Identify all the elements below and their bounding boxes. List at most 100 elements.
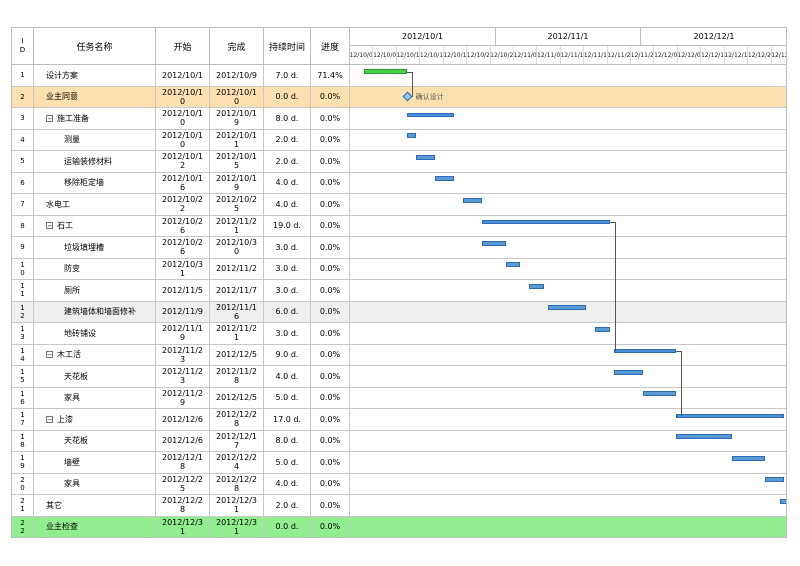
task-end[interactable]: 2012/11/2 (210, 258, 264, 279)
task-bar[interactable] (416, 154, 435, 160)
task-name-cell[interactable]: 水电工 (34, 194, 156, 215)
task-name-cell[interactable]: 移除柜定墙 (34, 172, 156, 193)
task-end[interactable]: 2012/12/5 (210, 387, 264, 408)
task-duration[interactable]: 3.0 d. (264, 237, 311, 258)
task-bar[interactable] (529, 283, 544, 289)
task-duration[interactable]: 19.0 d. (264, 215, 311, 236)
task-start[interactable]: 2012/11/9 (156, 301, 210, 322)
task-progress[interactable]: 0.0% (311, 258, 350, 279)
task-name-cell[interactable]: 天花板 (34, 366, 156, 387)
task-start[interactable]: 2012/11/29 (156, 387, 210, 408)
task-start[interactable]: 2012/12/18 (156, 452, 210, 473)
header-id[interactable]: I D (12, 28, 34, 64)
table-row[interactable]: 1 1 厕所 2012/11/5 2012/11/7 3.0 d. 0.0% (12, 280, 786, 302)
table-row[interactable]: 6 移除柜定墙 2012/10/16 2012/10/19 4.0 d. 0.0% (12, 172, 786, 194)
summary-bar[interactable] (482, 220, 610, 225)
task-start[interactable]: 2012/10/16 (156, 172, 210, 193)
task-name-cell[interactable]: 墙壁 (34, 452, 156, 473)
task-bar[interactable] (548, 305, 586, 311)
table-row[interactable]: 8 − 石工 2012/10/26 2012/11/21 19.0 d. 0.0% (12, 215, 786, 237)
table-row[interactable]: 1 2 建筑墙体和墙面修补 2012/11/9 2012/11/16 6.0 d. 0.0% (12, 301, 786, 323)
task-name-cell[interactable]: 防变 (34, 258, 156, 279)
task-bar[interactable] (364, 68, 407, 74)
task-duration[interactable]: 3.0 d. (264, 258, 311, 279)
task-duration[interactable]: 3.0 d. (264, 323, 311, 344)
task-progress[interactable]: 0.0% (311, 495, 350, 516)
task-name-cell[interactable]: 地砖铺设 (34, 323, 156, 344)
task-duration[interactable]: 3.0 d. (264, 280, 311, 301)
task-duration[interactable]: 9.0 d. (264, 344, 311, 365)
task-progress[interactable]: 71.4% (311, 65, 350, 86)
task-name-cell[interactable]: 建筑墙体和墙面修补 (34, 301, 156, 322)
task-progress[interactable]: 0.0% (311, 237, 350, 258)
task-bar[interactable] (732, 455, 766, 461)
task-name-cell[interactable]: − 石工 (34, 215, 156, 236)
task-start[interactable]: 2012/10/10 (156, 129, 210, 150)
table-row[interactable]: 1 7− 上漆 2012/12/6 2012/12/28 17.0 d. 0.0% (12, 409, 786, 431)
table-row[interactable]: 2 业主同意 2012/10/10 2012/10/10 0.0 d. 0.0% (12, 86, 786, 108)
task-start[interactable]: 2012/12/25 (156, 473, 210, 494)
task-progress[interactable]: 0.0% (311, 215, 350, 236)
task-start[interactable]: 2012/11/23 (156, 344, 210, 365)
task-end[interactable]: 2012/11/21 (210, 215, 264, 236)
task-duration[interactable]: 2.0 d. (264, 151, 311, 172)
table-row[interactable]: 1 6 家具 2012/11/29 2012/12/5 5.0 d. 0.0% (12, 387, 786, 409)
table-row[interactable]: 5 运输装修材料 2012/10/12 2012/10/15 2.0 d. 0.0% (12, 151, 786, 173)
task-end[interactable]: 2012/10/30 (210, 237, 264, 258)
task-bar[interactable] (765, 477, 785, 483)
task-start[interactable]: 2012/10/26 (156, 237, 210, 258)
task-duration[interactable]: 8.0 d. (264, 108, 311, 129)
task-duration[interactable]: 4.0 d. (264, 366, 311, 387)
task-end[interactable]: 2012/11/21 (210, 323, 264, 344)
header-progress[interactable]: 进度 (311, 28, 350, 64)
task-name-cell[interactable]: 业主检查 (34, 516, 156, 537)
collapse-toggle-icon[interactable]: − (46, 351, 53, 360)
task-duration[interactable]: 5.0 d. (264, 387, 311, 408)
table-row[interactable]: 1 9 墙壁 2012/12/18 2012/12/24 5.0 d. 0.0% (12, 452, 786, 474)
milestone-diamond-icon[interactable] (402, 91, 413, 102)
table-row[interactable]: 1 3 地砖铺设 2012/11/19 2012/11/21 3.0 d. 0.0% (12, 323, 786, 345)
task-end[interactable]: 2012/12/28 (210, 473, 264, 494)
task-end[interactable]: 2012/10/15 (210, 151, 264, 172)
table-row[interactable]: 2 1 其它 2012/12/28 2012/12/31 2.0 d. 0.0% (12, 495, 786, 517)
task-progress[interactable]: 0.0% (311, 516, 350, 537)
task-end[interactable]: 2012/12/28 (210, 409, 264, 430)
task-end[interactable]: 2012/10/9 (210, 65, 264, 86)
task-bar[interactable] (614, 369, 643, 375)
task-name-cell[interactable]: − 上漆 (34, 409, 156, 430)
table-row[interactable]: 9 垃圾填埋槽 2012/10/26 2012/10/30 3.0 d. 0.0% (12, 237, 786, 259)
task-start[interactable]: 2012/12/31 (156, 516, 210, 537)
task-end[interactable]: 2012/11/28 (210, 366, 264, 387)
task-progress[interactable]: 0.0% (311, 344, 350, 365)
task-name-cell[interactable]: 垃圾填埋槽 (34, 237, 156, 258)
task-end[interactable]: 2012/12/31 (210, 516, 264, 537)
task-name-cell[interactable]: − 木工活 (34, 344, 156, 365)
task-end[interactable]: 2012/12/31 (210, 495, 264, 516)
task-progress[interactable]: 0.0% (311, 280, 350, 301)
task-duration[interactable]: 7.0 d. (264, 65, 311, 86)
task-name-cell[interactable]: 运输装修材料 (34, 151, 156, 172)
table-row[interactable]: 2 2 业主检查 2012/12/31 2012/12/31 0.0 d. 0.0% (12, 516, 786, 537)
task-bar[interactable] (406, 133, 417, 139)
task-end[interactable]: 2012/12/17 (210, 430, 264, 451)
header-duration[interactable]: 持续时间 (264, 28, 311, 64)
task-bar[interactable] (434, 176, 454, 182)
task-name-cell[interactable]: 测量 (34, 129, 156, 150)
task-bar[interactable] (675, 434, 733, 440)
task-end[interactable]: 2012/10/10 (210, 86, 264, 107)
task-start[interactable]: 2012/10/10 (156, 86, 210, 107)
task-progress[interactable]: 0.0% (311, 194, 350, 215)
collapse-toggle-icon[interactable]: − (46, 114, 53, 123)
task-duration[interactable]: 0.0 d. (264, 86, 311, 107)
task-start[interactable]: 2012/10/1 (156, 65, 210, 86)
task-name-cell[interactable]: 其它 (34, 495, 156, 516)
summary-bar[interactable] (406, 112, 454, 117)
task-start[interactable]: 2012/11/23 (156, 366, 210, 387)
task-bar[interactable] (642, 391, 676, 397)
task-start[interactable]: 2012/10/26 (156, 215, 210, 236)
task-bar[interactable] (505, 262, 520, 268)
task-name-cell[interactable]: − 施工准备 (34, 108, 156, 129)
task-start[interactable]: 2012/11/5 (156, 280, 210, 301)
task-name-cell[interactable]: 业主同意 (34, 86, 156, 107)
table-row[interactable]: 1 8 天花板 2012/12/6 2012/12/17 8.0 d. 0.0% (12, 430, 786, 452)
